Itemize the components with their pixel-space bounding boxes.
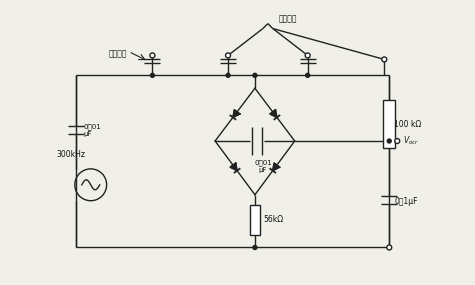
Polygon shape (233, 110, 240, 117)
Circle shape (151, 73, 154, 77)
Text: 0．01
μF: 0．01 μF (84, 123, 102, 137)
Text: 参考电容: 参考电容 (108, 49, 127, 58)
Circle shape (387, 245, 392, 250)
Text: 56kΩ: 56kΩ (263, 215, 283, 224)
Text: 300kHz: 300kHz (57, 150, 86, 159)
Polygon shape (270, 110, 277, 117)
Text: 100 kΩ: 100 kΩ (394, 120, 421, 129)
Circle shape (253, 73, 257, 77)
Circle shape (395, 139, 399, 143)
Text: 0．1μF: 0．1μF (394, 197, 418, 206)
Text: 0．01
μF: 0．01 μF (254, 159, 272, 173)
Bar (383, 100, 395, 148)
Text: $V_{ocr}$: $V_{ocr}$ (403, 135, 419, 147)
Circle shape (226, 53, 230, 58)
Polygon shape (230, 163, 237, 171)
Polygon shape (273, 163, 280, 171)
Circle shape (306, 73, 310, 77)
Circle shape (226, 73, 230, 77)
Circle shape (387, 139, 391, 143)
Circle shape (150, 53, 155, 58)
Text: 敏感电容: 敏感电容 (278, 14, 297, 23)
Circle shape (253, 245, 257, 249)
Circle shape (382, 57, 387, 62)
Circle shape (305, 53, 310, 58)
Bar (250, 205, 260, 235)
